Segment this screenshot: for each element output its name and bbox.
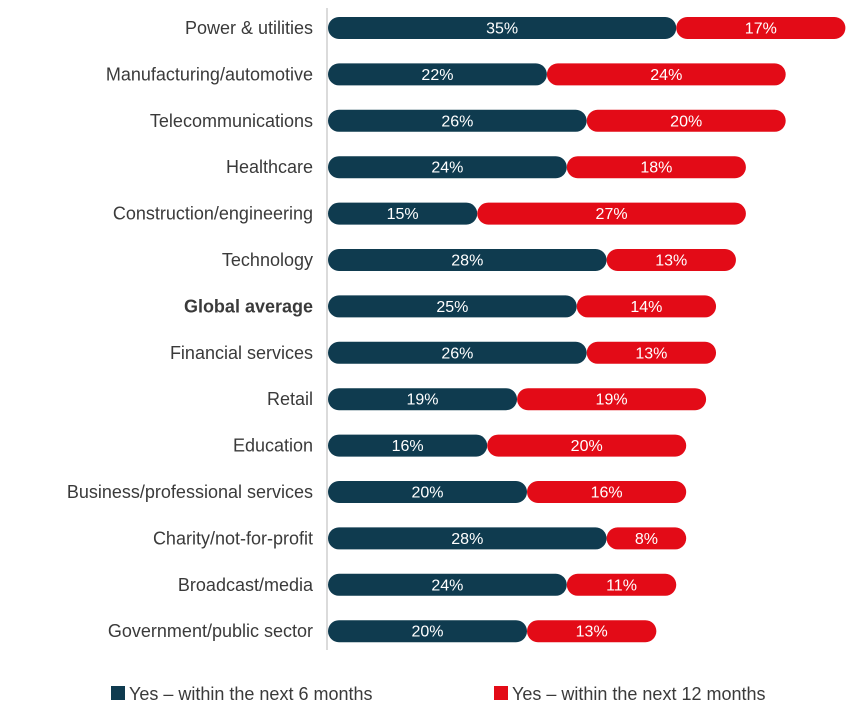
bar-12-months <box>586 341 717 364</box>
bar-6-months <box>328 249 607 271</box>
bar-12-months <box>487 434 687 457</box>
bar-6-months <box>328 434 488 457</box>
category-label: Retail <box>267 389 313 409</box>
bar-6-months <box>328 295 577 318</box>
bar-12-months <box>586 109 786 132</box>
bar-6-months <box>328 620 527 643</box>
data-label-12-months: 13% <box>576 624 608 641</box>
data-label-6-months: 20% <box>411 624 443 641</box>
bar-6-months <box>328 527 607 550</box>
data-label-6-months: 22% <box>421 67 453 84</box>
data-label-12-months: 13% <box>655 253 687 270</box>
data-label-12-months: 13% <box>635 345 667 362</box>
bar-12-months <box>527 481 687 503</box>
category-label: Business/professional services <box>67 482 313 502</box>
category-label: Manufacturing/automotive <box>106 64 313 84</box>
category-label: Construction/engineering <box>113 204 313 224</box>
data-label-12-months: 8% <box>635 531 658 548</box>
data-label-6-months: 28% <box>451 531 483 548</box>
bar-12-months <box>606 527 687 550</box>
bar-12-months <box>527 620 657 643</box>
data-label-12-months: 20% <box>670 113 702 130</box>
bar-6-months <box>328 573 567 596</box>
bar-12-months <box>676 17 846 39</box>
category-label: Telecommunications <box>150 111 313 131</box>
bar-12-months <box>576 295 717 318</box>
bar-12-months <box>477 202 746 225</box>
category-labels: Power & utilities Manufacturing/automotiv… <box>67 18 314 641</box>
data-label-6-months: 24% <box>431 160 463 177</box>
data-label-6-months: 15% <box>387 206 419 223</box>
category-label: Financial services <box>170 343 313 363</box>
data-label-6-months: 25% <box>436 299 468 316</box>
legend-label-6-months: Yes – within the next 6 months <box>129 684 372 704</box>
legend-swatch-12-months <box>494 686 508 700</box>
bar-6-months <box>328 63 547 86</box>
data-label-12-months: 19% <box>596 392 628 409</box>
bar-12-months <box>566 573 677 596</box>
bar-6-months <box>328 17 677 39</box>
category-label: Technology <box>222 250 313 270</box>
legend-swatch-6-months <box>111 686 125 700</box>
bar-12-months <box>546 63 786 86</box>
category-label: Government/public sector <box>108 621 313 641</box>
category-label: Healthcare <box>226 157 313 177</box>
bar-6-months <box>328 156 567 179</box>
legend-label-12-months: Yes – within the next 12 months <box>512 684 766 704</box>
legend: Yes – within the next 6 months Yes – wit… <box>111 684 766 704</box>
bar-12-months <box>566 156 746 179</box>
data-label-6-months: 20% <box>411 485 443 502</box>
bar-6-months <box>328 388 518 411</box>
bar-6-months <box>328 109 587 132</box>
category-label: Charity/not-for-profit <box>153 528 313 548</box>
data-label-6-months: 28% <box>451 253 483 270</box>
data-label-12-months: 14% <box>630 299 662 316</box>
data-label-6-months: 19% <box>407 392 439 409</box>
bar-6-months <box>328 341 587 364</box>
data-label-6-months: 16% <box>392 438 424 455</box>
category-label: Education <box>233 436 313 456</box>
data-label-12-months: 17% <box>745 21 777 38</box>
bar-6-months <box>328 202 478 225</box>
data-label-6-months: 35% <box>486 21 518 38</box>
bars: 35% 17% 22% 24% 26% 20% 24% 18% 15% 27% 28% 13% 25% 1… <box>328 17 846 643</box>
bar-12-months <box>517 388 707 411</box>
data-label-12-months: 18% <box>640 160 672 177</box>
category-label: Global average <box>184 296 313 316</box>
data-label-6-months: 24% <box>431 577 463 594</box>
data-label-6-months: 26% <box>441 113 473 130</box>
bar-12-months <box>606 249 736 271</box>
data-label-12-months: 27% <box>596 206 628 223</box>
category-label: Broadcast/media <box>178 575 314 595</box>
category-label: Power & utilities <box>185 18 313 38</box>
data-label-6-months: 26% <box>441 345 473 362</box>
data-label-12-months: 11% <box>606 577 637 594</box>
data-label-12-months: 16% <box>591 485 623 502</box>
bar-6-months <box>328 481 527 503</box>
data-label-12-months: 20% <box>571 438 603 455</box>
data-label-12-months: 24% <box>650 67 682 84</box>
